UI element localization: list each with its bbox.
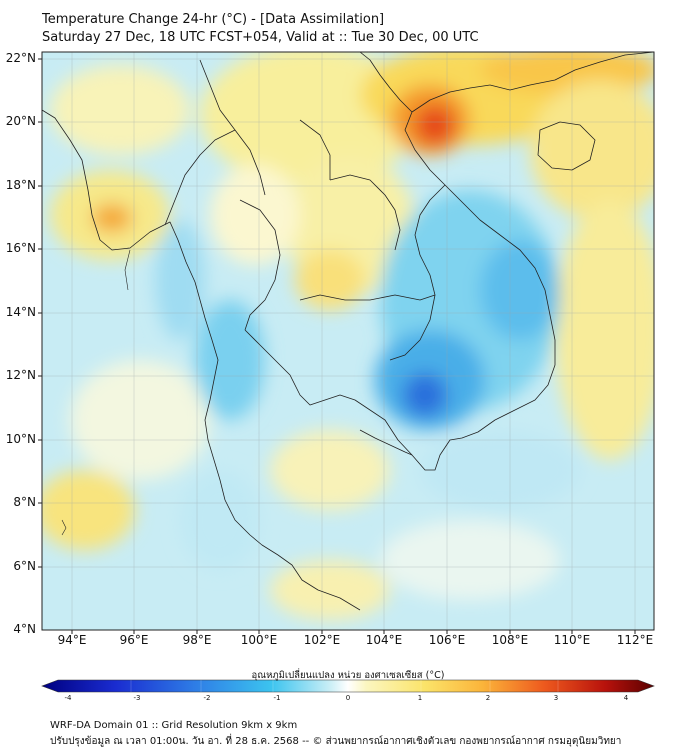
lat-label: 20°N — [5, 114, 36, 128]
lon-label: 100°E — [240, 633, 278, 647]
lon-label: 106°E — [428, 633, 466, 647]
lon-label: 96°E — [119, 633, 149, 647]
graticule — [42, 52, 654, 630]
lon-label: 102°E — [303, 633, 341, 647]
colorbar-tick: -3 — [133, 694, 141, 702]
colorbar-tick: 3 — [553, 694, 559, 702]
lat-label: 14°N — [5, 305, 36, 319]
colorbar-tick: 2 — [485, 694, 491, 702]
axis-ticks — [38, 58, 636, 634]
lon-label: 98°E — [182, 633, 212, 647]
lat-label: 18°N — [5, 178, 36, 192]
temperature-field — [42, 52, 654, 620]
map-title: Temperature Change 24-hr (°C) - [Data As… — [42, 12, 385, 27]
colorbar-title: อุณหภูมิเปลี่ยนแปลง หน่วย องศาเซลเซียส (… — [251, 670, 445, 681]
lat-label: 12°N — [5, 368, 36, 382]
coastlines — [42, 52, 654, 611]
colorbar-tick: 1 — [417, 694, 423, 702]
colorbar-tick: -1 — [273, 694, 281, 702]
lon-label: 110°E — [553, 633, 591, 647]
footer-model-info: WRF-DA Domain 01 :: Grid Resolution 9km … — [50, 720, 298, 731]
colorbar — [41, 679, 655, 693]
lat-label: 10°N — [5, 432, 36, 446]
lon-label: 112°E — [616, 633, 654, 647]
lat-label: 8°N — [13, 495, 36, 509]
colorbar-tick: 4 — [623, 694, 629, 702]
lat-label: 6°N — [13, 559, 36, 573]
colorbar-tick: -4 — [64, 694, 72, 702]
colorbar-tick: 0 — [345, 694, 351, 702]
colorbar-segments — [130, 680, 559, 692]
lat-label: 4°N — [13, 622, 36, 636]
footer-update-info: ปรับปรุงข้อมูล ณ เวลา 01:00น. วัน อา. ที… — [50, 736, 622, 747]
lon-label: 94°E — [57, 633, 87, 647]
map-frame — [41, 51, 655, 631]
lon-label: 108°E — [491, 633, 529, 647]
lat-label: 16°N — [5, 241, 36, 255]
lat-label: 22°N — [5, 51, 36, 65]
lon-label: 104°E — [365, 633, 403, 647]
map-subtitle: Saturday 27 Dec, 18 UTC FCST+054, Valid … — [42, 30, 479, 45]
colorbar-tick: -2 — [203, 694, 211, 702]
